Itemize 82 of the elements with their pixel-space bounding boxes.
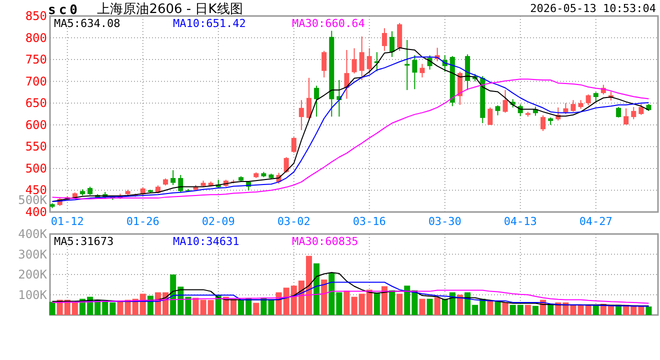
- y-tick-label: 600: [25, 118, 47, 132]
- bar: [487, 300, 494, 315]
- candlestick: [502, 90, 508, 114]
- bar: [389, 290, 396, 315]
- candlestick: [359, 36, 364, 81]
- candlestick: [291, 136, 296, 154]
- bar: [646, 306, 652, 315]
- bar: [374, 293, 380, 315]
- bar: [532, 306, 538, 315]
- bar: [321, 280, 328, 315]
- candlestick: [178, 174, 184, 193]
- text: 2026-05-13 10:53:04: [530, 2, 656, 15]
- candlestick: [457, 71, 462, 106]
- candlestick: [306, 77, 312, 120]
- bar: [396, 294, 403, 315]
- chart-subtitle: sc0: [48, 3, 80, 18]
- x-tick-label: 03-02: [277, 215, 310, 228]
- text: MA30:60835: [292, 235, 358, 248]
- bar: [253, 302, 260, 315]
- x-tick-label: 01-26: [126, 215, 160, 228]
- bar: [419, 298, 426, 315]
- bar: [344, 290, 350, 315]
- y-tick-label: 650: [25, 96, 47, 110]
- bar: [434, 297, 440, 315]
- candlestick: [616, 106, 622, 118]
- candlestick: [593, 92, 598, 103]
- y-tick-label: 300K: [18, 247, 48, 262]
- y-tick-label: 400: [25, 205, 47, 219]
- bar: [548, 304, 554, 315]
- y-tick-label: 100K: [18, 288, 48, 302]
- y-tick-label: 550: [25, 140, 47, 154]
- y-tick-label: 750: [25, 52, 47, 67]
- candlestick: [586, 94, 591, 106]
- candlestick: [366, 48, 372, 74]
- bar: [49, 302, 56, 315]
- x-tick-label: 04-13: [504, 215, 537, 228]
- candlestick: [570, 100, 576, 112]
- y-tick-label: 500: [25, 161, 47, 176]
- x-tick-label: 03-30: [428, 215, 462, 228]
- bar: [314, 263, 320, 315]
- x-tick-label: 04-27: [579, 215, 612, 228]
- bar: [456, 294, 463, 315]
- candlestick: [322, 50, 327, 78]
- y-tick-label: 200K: [18, 268, 48, 282]
- candlestick: [420, 63, 425, 78]
- y-tick-label: 700: [25, 74, 47, 88]
- y-tick-label: 400K: [18, 227, 48, 241]
- x-tick-label: 03-16: [352, 215, 386, 228]
- bar: [524, 304, 531, 315]
- candlestick: [170, 170, 176, 186]
- x-tick-label: 01-12: [50, 215, 84, 228]
- bar: [494, 301, 501, 315]
- bar: [381, 286, 388, 315]
- candlestick: [540, 114, 546, 132]
- candlestick: [314, 85, 320, 118]
- candlestick: [284, 156, 289, 174]
- candlestick: [495, 104, 500, 116]
- bar: [426, 298, 433, 315]
- candlestick: [631, 106, 636, 120]
- bar: [502, 302, 508, 315]
- text: MA30:660.64: [292, 17, 366, 30]
- text: 500K: [18, 193, 48, 207]
- candlestick: [397, 22, 402, 52]
- bar: [192, 298, 199, 315]
- candlestick: [412, 54, 418, 90]
- candlestick: [563, 102, 568, 114]
- y-tick-label: 850: [25, 9, 47, 23]
- x-tick-label: 02-09: [202, 215, 235, 228]
- candlestick: [624, 108, 629, 125]
- candlestick: [390, 30, 395, 58]
- line-series: [52, 290, 650, 304]
- y-tick-label: 800: [25, 30, 47, 45]
- text: MA5:634.08: [54, 17, 120, 30]
- text: MA5:31673: [54, 235, 114, 248]
- chart-title: 上海原油2606 - 日K线图: [97, 2, 243, 17]
- candlestick: [382, 28, 387, 52]
- candlestick: [298, 100, 304, 131]
- candlestick: [638, 103, 644, 116]
- text: MA10:34631: [173, 235, 240, 248]
- candlestick: [352, 48, 357, 74]
- candlestick: [488, 106, 493, 126]
- text: MA10:651.42: [173, 17, 246, 30]
